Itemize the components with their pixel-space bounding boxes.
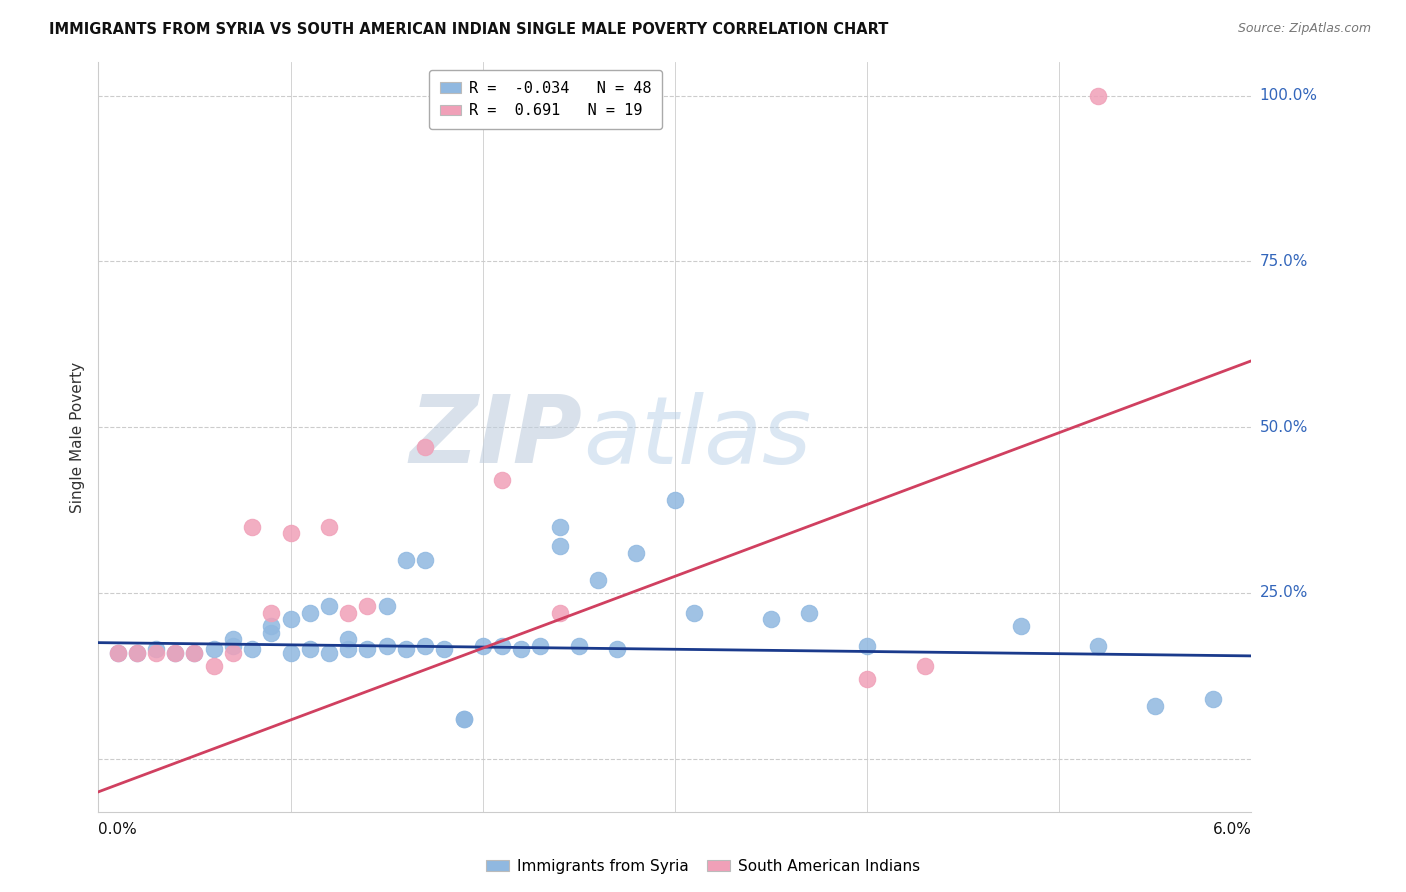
- Point: [568, 639, 591, 653]
- Point: [510, 642, 533, 657]
- Point: [356, 642, 378, 657]
- Point: [125, 646, 148, 660]
- Point: [318, 599, 340, 614]
- Point: [280, 646, 302, 660]
- Text: 75.0%: 75.0%: [1260, 254, 1308, 268]
- Point: [491, 473, 513, 487]
- Point: [491, 639, 513, 653]
- Text: 50.0%: 50.0%: [1260, 419, 1308, 434]
- Point: [260, 625, 283, 640]
- Point: [856, 639, 879, 653]
- Point: [337, 642, 360, 657]
- Point: [1144, 698, 1167, 713]
- Point: [586, 573, 609, 587]
- Point: [260, 619, 283, 633]
- Point: [222, 639, 245, 653]
- Point: [395, 553, 418, 567]
- Legend: Immigrants from Syria, South American Indians: Immigrants from Syria, South American In…: [481, 853, 925, 880]
- Point: [260, 606, 283, 620]
- Point: [318, 519, 340, 533]
- Point: [1087, 639, 1109, 653]
- Point: [222, 632, 245, 647]
- Point: [222, 646, 245, 660]
- Point: [799, 606, 821, 620]
- Point: [183, 646, 205, 660]
- Point: [683, 606, 706, 620]
- Point: [413, 553, 436, 567]
- Point: [240, 642, 263, 657]
- Point: [280, 612, 302, 626]
- Point: [107, 646, 129, 660]
- Point: [413, 440, 436, 454]
- Text: atlas: atlas: [582, 392, 811, 483]
- Point: [1010, 619, 1032, 633]
- Legend: R =  -0.034   N = 48, R =  0.691   N = 19: R = -0.034 N = 48, R = 0.691 N = 19: [429, 70, 662, 129]
- Y-axis label: Single Male Poverty: Single Male Poverty: [70, 361, 86, 513]
- Point: [107, 646, 129, 660]
- Point: [240, 519, 263, 533]
- Point: [664, 493, 686, 508]
- Point: [202, 642, 225, 657]
- Point: [413, 639, 436, 653]
- Point: [145, 642, 167, 657]
- Point: [471, 639, 494, 653]
- Point: [548, 540, 571, 554]
- Point: [914, 658, 936, 673]
- Point: [298, 606, 321, 620]
- Point: [165, 646, 187, 660]
- Point: [453, 712, 475, 726]
- Point: [280, 526, 302, 541]
- Point: [759, 612, 782, 626]
- Point: [318, 646, 340, 660]
- Text: Source: ZipAtlas.com: Source: ZipAtlas.com: [1237, 22, 1371, 36]
- Point: [298, 642, 321, 657]
- Point: [375, 639, 398, 653]
- Point: [395, 642, 418, 657]
- Point: [548, 606, 571, 620]
- Text: 0.0%: 0.0%: [98, 822, 138, 837]
- Point: [529, 639, 551, 653]
- Point: [548, 519, 571, 533]
- Point: [453, 712, 475, 726]
- Point: [202, 658, 225, 673]
- Point: [856, 672, 879, 686]
- Text: ZIP: ZIP: [409, 391, 582, 483]
- Point: [626, 546, 648, 560]
- Point: [183, 646, 205, 660]
- Text: 25.0%: 25.0%: [1260, 585, 1308, 600]
- Point: [433, 642, 456, 657]
- Point: [375, 599, 398, 614]
- Point: [145, 646, 167, 660]
- Point: [1202, 692, 1225, 706]
- Point: [337, 632, 360, 647]
- Point: [606, 642, 628, 657]
- Point: [1087, 88, 1109, 103]
- Text: IMMIGRANTS FROM SYRIA VS SOUTH AMERICAN INDIAN SINGLE MALE POVERTY CORRELATION C: IMMIGRANTS FROM SYRIA VS SOUTH AMERICAN …: [49, 22, 889, 37]
- Text: 6.0%: 6.0%: [1212, 822, 1251, 837]
- Point: [125, 646, 148, 660]
- Text: 100.0%: 100.0%: [1260, 88, 1317, 103]
- Point: [337, 606, 360, 620]
- Point: [165, 646, 187, 660]
- Point: [356, 599, 378, 614]
